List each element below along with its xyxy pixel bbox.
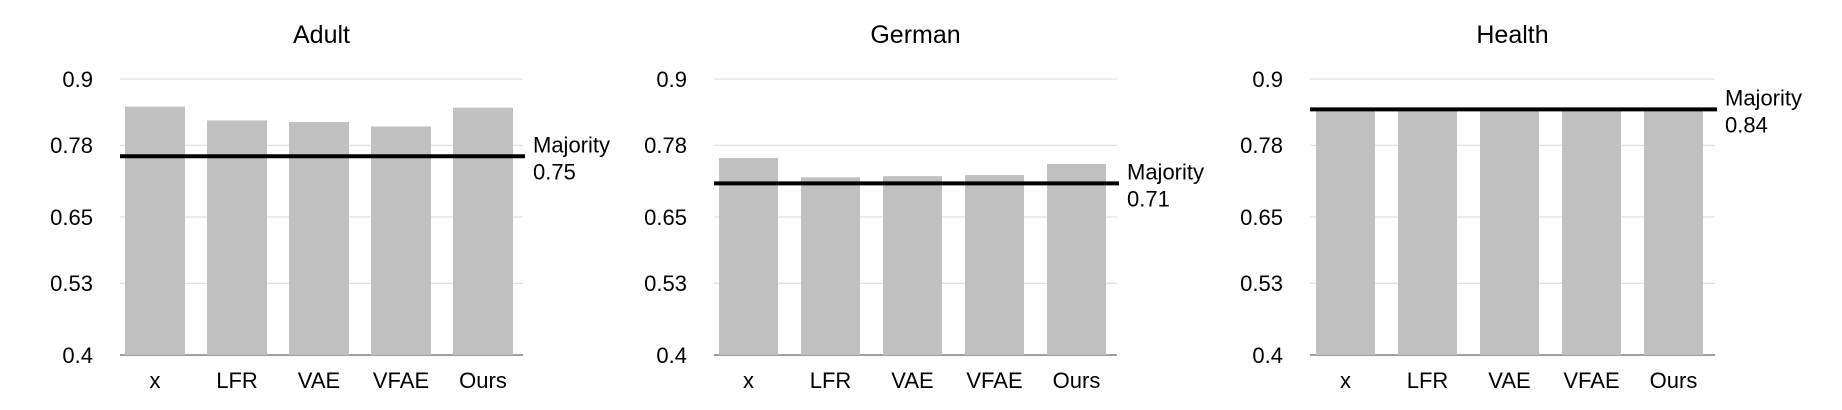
bar-vae bbox=[883, 176, 942, 355]
bar-ours bbox=[1644, 108, 1703, 355]
majority-value-label: 0.75 bbox=[533, 159, 576, 184]
y-tick-label: 0.4 bbox=[62, 343, 93, 368]
x-tick-label: LFR bbox=[216, 368, 258, 393]
y-tick-label: 0.4 bbox=[656, 343, 687, 368]
y-tick-label: 0.78 bbox=[644, 133, 687, 158]
chart-title: Health bbox=[1476, 21, 1548, 49]
bar-ours bbox=[1047, 164, 1106, 355]
x-tick-label: VFAE bbox=[373, 368, 429, 393]
bar-ours bbox=[453, 107, 513, 355]
bar-vfae bbox=[965, 175, 1024, 355]
x-tick-label: VAE bbox=[298, 368, 340, 393]
x-tick-label: Ours bbox=[459, 368, 507, 393]
bar-x bbox=[125, 106, 185, 355]
y-tick-label: 0.9 bbox=[656, 67, 687, 92]
x-tick-label: Ours bbox=[1053, 368, 1101, 393]
bar-vfae bbox=[1562, 108, 1621, 355]
bar-x bbox=[719, 157, 778, 355]
x-tick-label: x bbox=[743, 368, 754, 393]
y-tick-label: 0.53 bbox=[644, 271, 687, 296]
y-tick-label: 0.9 bbox=[62, 67, 93, 92]
majority-value-label: 0.84 bbox=[1725, 112, 1768, 137]
x-tick-label: Ours bbox=[1650, 368, 1698, 393]
bar-vfae bbox=[371, 126, 431, 355]
x-tick-label: VFAE bbox=[1563, 368, 1619, 393]
x-tick-label: VAE bbox=[1488, 368, 1530, 393]
y-tick-label: 0.65 bbox=[1240, 205, 1283, 230]
majority-label: Majority bbox=[533, 132, 610, 157]
bar-vae bbox=[289, 122, 349, 355]
y-tick-label: 0.4 bbox=[1252, 343, 1283, 368]
x-tick-label: LFR bbox=[810, 368, 852, 393]
chart-title: German bbox=[870, 21, 960, 49]
majority-label: Majority bbox=[1127, 159, 1204, 184]
majority-label: Majority bbox=[1725, 85, 1802, 110]
y-tick-label: 0.53 bbox=[50, 271, 93, 296]
bar-lfr bbox=[207, 120, 267, 356]
bar-x bbox=[1316, 110, 1375, 356]
bar-lfr bbox=[801, 177, 860, 355]
x-tick-label: VFAE bbox=[966, 368, 1022, 393]
x-tick-label: LFR bbox=[1407, 368, 1449, 393]
y-tick-label: 0.53 bbox=[1240, 271, 1283, 296]
majority-value-label: 0.71 bbox=[1127, 186, 1170, 211]
y-tick-label: 0.65 bbox=[50, 205, 93, 230]
bar-vae bbox=[1480, 108, 1539, 355]
y-tick-label: 0.78 bbox=[50, 133, 93, 158]
x-tick-label: x bbox=[150, 368, 161, 393]
chart-title: Adult bbox=[293, 21, 350, 49]
y-tick-label: 0.9 bbox=[1252, 67, 1283, 92]
y-tick-label: 0.65 bbox=[644, 205, 687, 230]
bar-lfr bbox=[1398, 110, 1457, 356]
x-tick-label: x bbox=[1340, 368, 1351, 393]
x-tick-label: VAE bbox=[891, 368, 933, 393]
y-tick-label: 0.78 bbox=[1240, 133, 1283, 158]
